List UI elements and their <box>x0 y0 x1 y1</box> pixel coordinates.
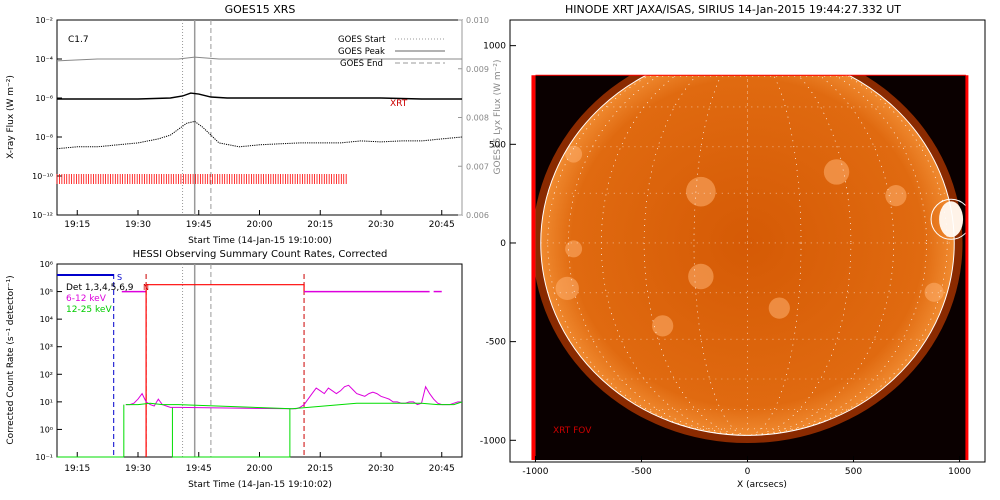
xrt-active-region <box>686 176 716 207</box>
goes-ytick-label: 10⁻¹² <box>32 211 53 220</box>
goes-panel: GOES15 XRS 19:15 19:30 19:45 20:00 20:15 20:3… <box>6 3 503 246</box>
goes-series-line <box>56 56 462 62</box>
xrt-ytick-label: 500 <box>489 140 506 150</box>
xrt-xtick-label: -500 <box>631 467 652 477</box>
hessi-ylabel: Corrected Count Rate (s⁻¹ detector⁻¹) <box>6 275 16 444</box>
goes-ylabel-right: GOES15 Lyx Flux (W m⁻²) <box>493 60 503 175</box>
goes-ytick-label: 10⁻¹⁰ <box>32 172 53 181</box>
xrt-active-region <box>565 145 583 163</box>
goes-right-tick-label: 0.009 <box>466 65 489 74</box>
goes-legend: GOES Start GOES Peak GOES End <box>338 35 445 69</box>
hessi-xtick-label: 20:30 <box>368 464 394 474</box>
hessi-xtick-label: 19:15 <box>64 464 90 474</box>
goes-legend-start-label: GOES Start <box>338 35 386 45</box>
goes-ytick-label: 10⁻⁴ <box>35 55 53 64</box>
hessi-count-rate-level <box>145 284 305 457</box>
xrt-active-region <box>885 185 907 207</box>
goes-xtick-label: 19:15 <box>64 220 90 230</box>
hessi-flag-n: N <box>143 283 149 292</box>
goes-legend-peak-label: GOES Peak <box>338 47 385 57</box>
goes-ytick-label: 10⁻⁶ <box>35 94 53 103</box>
xrt-ytick-label: -1000 <box>480 436 506 446</box>
goes-ylabel: X-ray Flux (W m⁻²) <box>6 75 16 159</box>
hessi-green-floor-2 <box>172 408 291 458</box>
xrt-longitude-line <box>601 75 894 436</box>
hessi-ytick-label: 10⁵ <box>40 288 53 297</box>
xrt-xtick-label: -1000 <box>522 467 548 477</box>
hessi-legend-6-12-label: 6-12 keV <box>66 294 107 304</box>
xrt-xtick-label: 1000 <box>948 467 971 477</box>
goes-series-line <box>57 92 462 100</box>
xrt-title: HINODE XRT JAXA/ISAS, SIRIUS 14-Jan-2015… <box>565 3 901 16</box>
xrt-active-region <box>652 315 674 337</box>
hessi-title: HESSI Observing Summary Count Rates, Cor… <box>133 249 388 260</box>
xrt-xtick-label: 0 <box>745 467 751 477</box>
xrt-active-region <box>688 263 714 290</box>
goes-ytick-label: 10⁻² <box>35 16 53 25</box>
hessi-ytick-label: 10¹ <box>40 398 53 407</box>
hessi-ytick-label: 10⁶ <box>40 260 53 269</box>
goes-right-tick-label: 0.006 <box>466 211 489 220</box>
goes-series-line <box>56 120 463 150</box>
hessi-series-line <box>125 384 462 410</box>
goes-frame <box>56 19 463 216</box>
goes-class-label: C1.7 <box>68 35 89 45</box>
xrt-flare-marker <box>930 198 966 240</box>
xrt-active-region <box>924 282 944 302</box>
goes-xtick-label: 20:15 <box>307 220 333 230</box>
hessi-legend: Det 1,3,4,5,6,9 6-12 keV 12-25 keV <box>66 283 134 315</box>
goes-right-tick-label: 0.010 <box>466 16 489 25</box>
goes-plot-area: 19:15 19:30 19:45 20:00 20:15 20:30 20:45 10⁻² 1… <box>32 16 489 230</box>
goes-xtick-label: 20:00 <box>247 220 273 230</box>
hessi-ytick-label: 10³ <box>40 343 53 352</box>
xrt-xlabel: X (arcsecs) <box>737 480 787 490</box>
goes-right-tick-label: 0.008 <box>466 114 489 123</box>
goes-title: GOES15 XRS <box>225 3 296 16</box>
goes-xlabel: Start Time (14-Jan-15 19:10:00) <box>188 236 332 246</box>
hessi-xlabel: Start Time (14-Jan-15 19:10:02) <box>188 480 332 490</box>
hessi-ytick-label: 10⁴ <box>40 315 53 324</box>
xrt-active-region <box>768 297 790 319</box>
xrt-longitude-line <box>643 75 852 436</box>
xrt-plot-area: -1000 -500 0 500 1000 1000 500 0 -500 -1000 <box>480 19 986 477</box>
hessi-legend-det-label: Det 1,3,4,5,6,9 <box>66 283 134 293</box>
hessi-xtick-label: 20:15 <box>307 464 333 474</box>
hessi-xtick-label: 19:30 <box>125 464 151 474</box>
hessi-legend-12-25-label: 12-25 keV <box>66 305 112 315</box>
xrt-ytick-label: 0 <box>500 239 506 249</box>
xrt-ytick-label: 1000 <box>483 42 506 52</box>
xrt-active-region <box>555 276 579 301</box>
goes-xtick-label: 20:45 <box>429 220 455 230</box>
xrt-fov-label: XRT FOV <box>553 426 592 436</box>
goes-xrt-label: XRT <box>390 99 408 109</box>
hessi-xtick-label: 19:45 <box>186 464 212 474</box>
goes-xtick-label: 19:45 <box>186 220 212 230</box>
xrt-panel: HINODE XRT JAXA/ISAS, SIRIUS 14-Jan-2015… <box>480 3 986 490</box>
xrt-xtick-label: 500 <box>845 467 862 477</box>
hessi-plot-area: 19:15 19:30 19:45 20:00 20:15 20:30 20:45 10⁶ 10… <box>35 260 463 474</box>
hessi-xtick-label: 20:00 <box>247 464 273 474</box>
goes-xtick-label: 20:30 <box>368 220 394 230</box>
goes-legend-end-label: GOES End <box>340 59 383 69</box>
hessi-series-line <box>125 401 463 410</box>
hessi-ytick-label: 10² <box>40 370 53 379</box>
goes-ytick-label: 10⁻⁸ <box>35 133 53 142</box>
hessi-ytick-label: 10⁰ <box>40 425 53 434</box>
hessi-ytick-label: 10⁻¹ <box>35 453 53 462</box>
hessi-xtick-label: 20:45 <box>429 464 455 474</box>
hessi-panel: HESSI Observing Summary Count Rates, Cor… <box>6 249 463 490</box>
xrt-image <box>535 75 966 443</box>
xrt-limb-circle <box>540 75 955 436</box>
xrt-ytick-label: -500 <box>486 338 507 348</box>
hessi-flag-s: S <box>117 273 122 282</box>
xrt-active-region <box>823 159 850 185</box>
goes-right-tick-label: 0.007 <box>466 162 489 171</box>
xrt-flare-region <box>939 201 964 238</box>
goes-xtick-label: 19:30 <box>125 220 151 230</box>
xrt-active-region <box>565 240 583 258</box>
